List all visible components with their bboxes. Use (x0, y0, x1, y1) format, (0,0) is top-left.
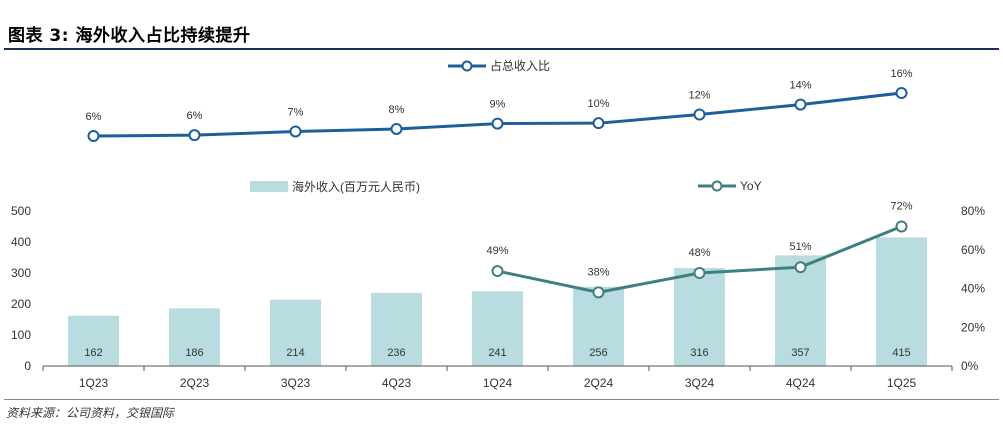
yoy-point (895, 220, 908, 233)
share-point (87, 130, 100, 142)
revenue-bar (674, 268, 725, 366)
yoy-legend-label: YoY (740, 179, 762, 193)
x-tick-label: 1Q24 (483, 376, 513, 390)
x-tick-label: 1Q25 (887, 376, 917, 390)
y-right-tick-label: 80% (961, 204, 985, 218)
y-left-tick-label: 100 (11, 328, 31, 342)
revenue-bar (775, 255, 826, 366)
x-tick-label: 3Q23 (281, 376, 311, 390)
share-point (794, 98, 807, 111)
revenue-bar (270, 299, 321, 366)
bar-data-label: 316 (690, 347, 708, 359)
bar-data-label: 357 (791, 347, 809, 359)
yoy-point (794, 261, 807, 274)
x-tick-label: 4Q24 (786, 376, 816, 390)
source-divider (4, 399, 999, 400)
share-point (289, 125, 302, 138)
share-data-label: 8% (389, 104, 405, 116)
yoy-data-label: 48% (688, 247, 710, 259)
x-tick-label: 2Q23 (180, 376, 210, 390)
revenue-bar (68, 315, 119, 366)
yoy-point (693, 267, 706, 279)
bar-data-label: 162 (84, 347, 102, 359)
bar-legend-swatch (250, 181, 288, 192)
share-data-label: 14% (789, 80, 811, 92)
x-tick-label: 4Q23 (382, 376, 412, 390)
share-point (188, 129, 201, 142)
yoy-data-label: 38% (587, 266, 609, 278)
share-legend-label: 占总收入比 (490, 58, 550, 73)
y-right-tick-label: 0% (961, 359, 979, 373)
share-data-label: 9% (490, 99, 506, 111)
bar-data-label: 186 (185, 347, 203, 359)
x-tick-label: 1Q23 (79, 376, 109, 390)
y-left-tick-label: 400 (11, 235, 31, 249)
y-right-tick-label: 60% (961, 243, 985, 257)
revenue-bar (169, 308, 220, 366)
revenue-bar (472, 291, 523, 366)
share-point (491, 117, 504, 130)
y-left-tick-label: 300 (11, 266, 31, 280)
yoy-legend-marker (711, 180, 723, 192)
y-right-tick-label: 20% (961, 320, 985, 334)
yoy-data-label: 51% (789, 241, 811, 253)
y-left-tick-label: 200 (11, 297, 31, 311)
revenue-bar (573, 286, 624, 366)
bar-data-label: 415 (892, 347, 910, 359)
share-point (390, 122, 403, 135)
y-left-tick-label: 500 (11, 204, 31, 218)
bar-legend-label: 海外收入(百万元人民币) (292, 179, 420, 194)
bar-data-label: 214 (286, 347, 304, 359)
x-tick-label: 3Q24 (685, 376, 715, 390)
y-left-tick-label: 0 (24, 359, 31, 373)
revenue-bar (371, 292, 422, 366)
bar-data-label: 241 (488, 347, 506, 359)
source-note: 资料来源：公司资料，交银国际 (6, 406, 175, 420)
yoy-data-label: 72% (890, 201, 912, 213)
title-divider (4, 48, 999, 50)
share-data-label: 10% (587, 98, 609, 110)
revenue-bar (876, 237, 927, 366)
yoy-data-label: 49% (486, 245, 508, 257)
share-data-label: 16% (890, 68, 912, 80)
share-data-label: 12% (688, 90, 710, 102)
bar-data-label: 256 (589, 347, 607, 359)
share-point (895, 87, 908, 99)
share-data-label: 7% (288, 106, 304, 118)
figure-title: 图表 3: 海外收入占比持续提升 (8, 26, 251, 46)
yoy-point (491, 265, 504, 278)
share-data-label: 6% (86, 111, 102, 123)
share-point (592, 117, 605, 130)
y-right-tick-label: 40% (961, 282, 985, 296)
yoy-point (592, 286, 605, 299)
share-legend-marker (461, 60, 473, 72)
share-point (693, 108, 706, 121)
x-tick-label: 2Q24 (584, 376, 614, 390)
share-data-label: 6% (187, 110, 203, 122)
bar-data-label: 236 (387, 347, 405, 359)
